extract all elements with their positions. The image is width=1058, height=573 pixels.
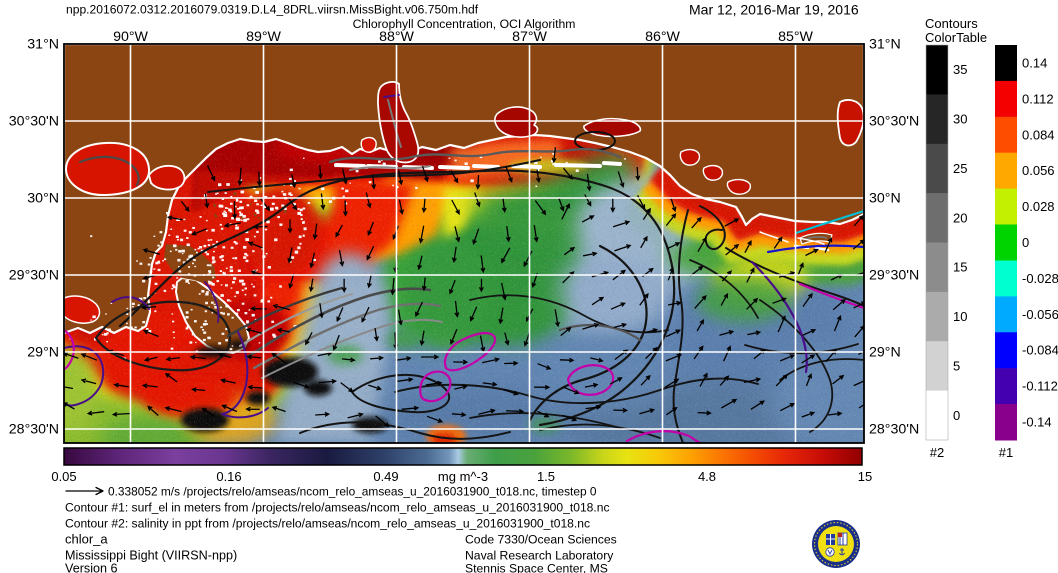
svg-text:25: 25 [953, 161, 967, 176]
svg-text:0.084: 0.084 [1022, 127, 1055, 142]
svg-text:-0.084: -0.084 [1022, 343, 1058, 358]
svg-text:20: 20 [953, 210, 967, 225]
svg-text:#1: #1 [999, 445, 1013, 460]
svg-text:mg m^-3: mg m^-3 [438, 469, 488, 484]
svg-text:0.05: 0.05 [51, 469, 76, 484]
svg-text:30: 30 [953, 112, 967, 127]
svg-text:ColorTable: ColorTable [925, 30, 987, 45]
svg-text:-0.056: -0.056 [1022, 307, 1058, 322]
svg-text:29°N: 29°N [27, 345, 59, 361]
svg-text:-0.112: -0.112 [1022, 379, 1058, 394]
svg-text:29°30'N: 29°30'N [869, 268, 919, 284]
svg-text:Code 7330/Ocean Sciences: Code 7330/Ocean Sciences [465, 533, 617, 547]
svg-text:0.112: 0.112 [1022, 91, 1054, 106]
svg-text:90°W: 90°W [113, 29, 148, 45]
svg-text:30°N: 30°N [869, 191, 901, 207]
svg-text:0.14: 0.14 [1022, 55, 1047, 70]
svg-text:Contour #2: salinity in ppt fr: Contour #2: salinity in ppt from /projec… [65, 517, 590, 531]
svg-text:28°30'N: 28°30'N [869, 422, 919, 438]
svg-text:87°W: 87°W [512, 29, 547, 45]
svg-text:Contour #1: surf_el in meters: Contour #1: surf_el in meters from /proj… [65, 501, 610, 515]
svg-text:0.49: 0.49 [373, 469, 398, 484]
svg-text:30°N: 30°N [27, 191, 59, 207]
svg-text:29°30'N: 29°30'N [9, 268, 59, 284]
svg-text:88°W: 88°W [379, 29, 414, 45]
svg-text:89°W: 89°W [246, 29, 281, 45]
svg-text:Contours: Contours [925, 16, 978, 31]
svg-text:31°N: 31°N [27, 37, 59, 53]
svg-text:15: 15 [858, 469, 872, 484]
svg-text:0.338052 m/s /projects/relo/am: 0.338052 m/s /projects/relo/amseas/ncom_… [108, 485, 597, 499]
svg-text:Naval Research Laboratory: Naval Research Laboratory [465, 549, 614, 563]
svg-text:86°W: 86°W [645, 29, 680, 45]
svg-text:5: 5 [953, 358, 960, 373]
svg-text:Chlorophyll Concentration, OCI: Chlorophyll Concentration, OCI Algorithm [353, 17, 576, 31]
svg-text:30°30'N: 30°30'N [869, 114, 919, 130]
svg-text:Mississippi Bight (VIIRSN-npp): Mississippi Bight (VIIRSN-npp) [65, 549, 237, 563]
svg-text:35: 35 [953, 62, 967, 77]
svg-text:-0.14: -0.14 [1022, 415, 1052, 430]
svg-text:Stennis Space Center, MS: Stennis Space Center, MS [465, 562, 608, 573]
svg-text:28°30'N: 28°30'N [9, 422, 59, 438]
svg-text:npp.2016072.0312.2016079.0319.: npp.2016072.0312.2016079.0319.D.L4_8DRL.… [66, 3, 479, 17]
svg-text:chlor_a: chlor_a [65, 532, 108, 547]
svg-text:0: 0 [953, 408, 960, 423]
svg-text:Mar 12, 2016-Mar 19, 2016: Mar 12, 2016-Mar 19, 2016 [689, 2, 859, 18]
svg-text:0.028: 0.028 [1022, 199, 1055, 214]
svg-text:85°W: 85°W [778, 29, 813, 45]
svg-text:29°N: 29°N [869, 345, 901, 361]
svg-text:Version 6: Version 6 [65, 562, 118, 573]
svg-text:0.16: 0.16 [216, 469, 241, 484]
svg-text:0.056: 0.056 [1022, 163, 1055, 178]
svg-text:#2: #2 [930, 445, 944, 460]
svg-text:31°N: 31°N [869, 37, 901, 53]
svg-text:10: 10 [953, 309, 967, 324]
svg-text:15: 15 [953, 260, 967, 275]
svg-text:4.8: 4.8 [698, 469, 716, 484]
svg-text:-0.028: -0.028 [1022, 271, 1058, 286]
svg-text:1.5: 1.5 [537, 469, 555, 484]
svg-text:0: 0 [1022, 235, 1029, 250]
svg-text:30°30'N: 30°30'N [9, 114, 59, 130]
